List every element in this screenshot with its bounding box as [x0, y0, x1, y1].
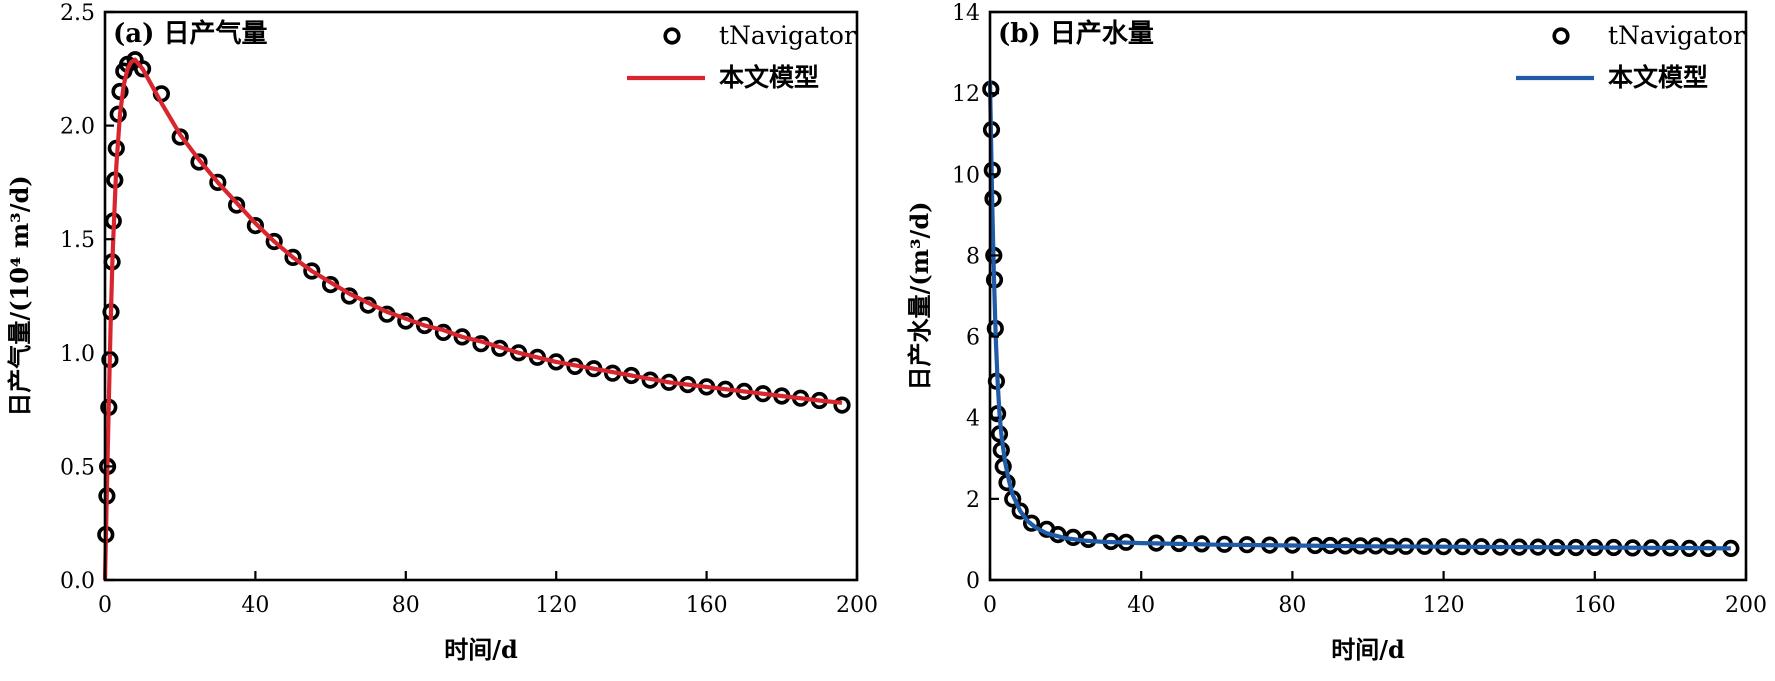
- x-tick-label: 160: [686, 593, 728, 618]
- y-tick-label: 2.0: [60, 115, 95, 140]
- y-tick-label: 14: [952, 1, 980, 26]
- x-tick-label: 80: [1278, 593, 1306, 618]
- x-tick-label: 120: [535, 593, 577, 618]
- x-tick-label: 40: [1127, 593, 1155, 618]
- data-point-tnavigator: [209, 173, 227, 191]
- model-series-line: [102, 57, 843, 581]
- panel-title: (b) 日产水量: [998, 19, 1154, 49]
- legend-label: tNavigator: [1608, 21, 1745, 50]
- y-tick-label: 4: [966, 407, 980, 432]
- data-point-tnavigator: [265, 232, 283, 251]
- x-tick-label: 40: [241, 593, 269, 618]
- legend-label: tNavigator: [719, 21, 856, 50]
- data-point-tnavigator: [246, 217, 264, 235]
- x-tick-label: 120: [1423, 593, 1465, 618]
- y-tick-label: 0.5: [60, 455, 95, 480]
- y-tick-label: 0.0: [60, 569, 95, 594]
- x-tick-label: 200: [836, 593, 878, 618]
- plot-frame: [988, 10, 1748, 582]
- x-axis-label: 时间/d: [444, 635, 518, 664]
- data-point-tnavigator: [1011, 502, 1029, 520]
- data-point-tnavigator: [284, 248, 302, 266]
- y-tick-label: 1.5: [60, 228, 95, 253]
- legend-marker-tnavigator: [1552, 27, 1570, 45]
- legend-marker-tnavigator: [663, 27, 681, 45]
- data-point-tnavigator: [1022, 514, 1041, 532]
- model-series-line: [987, 80, 1731, 551]
- legend-label: 本文模型: [1608, 63, 1708, 92]
- y-tick-label: 2.5: [60, 1, 95, 26]
- y-tick-label: 2: [966, 488, 980, 513]
- data-point-tnavigator: [190, 153, 208, 171]
- y-tick-label: 6: [966, 326, 980, 351]
- data-point-tnavigator: [228, 196, 246, 214]
- y-tick-label: 0: [966, 569, 980, 594]
- x-tick-label: 160: [1574, 593, 1616, 618]
- x-tick-label: 0: [983, 593, 997, 618]
- y-tick-label: 8: [966, 244, 980, 269]
- x-axis-label: 时间/d: [1331, 635, 1405, 664]
- data-point-tnavigator: [171, 128, 189, 146]
- y-tick-label: 10: [952, 163, 980, 188]
- chart-panel-gas: 0 40 80 120 160 200 0.0 0.5 1.0 1.5 2.0 2.5 时间/d 日产气量…: [5, 1, 878, 664]
- y-tick-label: 1.0: [60, 342, 95, 367]
- y-tick-label: 12: [952, 82, 980, 107]
- data-point-tnavigator: [303, 262, 321, 280]
- x-tick-label: 80: [392, 593, 420, 618]
- y-axis-label: 日产气量/(10⁴ m³/d): [5, 175, 34, 416]
- data-point-tnavigator: [833, 396, 851, 414]
- y-axis-label: 日产水量/(m³/d): [905, 202, 934, 391]
- data-point-tnavigator: [134, 60, 152, 78]
- x-tick-label: 0: [98, 593, 112, 618]
- plot-frame: [103, 10, 859, 582]
- chart-panel-water: 0 40 80 120 160 200 0 2 4 6 8 10 12 14 时间/d 日产水量/(m³/d)…: [905, 1, 1767, 664]
- x-tick-label: 200: [1725, 593, 1767, 618]
- legend-label: 本文模型: [719, 63, 819, 92]
- panel-title: (a) 日产气量: [113, 18, 268, 49]
